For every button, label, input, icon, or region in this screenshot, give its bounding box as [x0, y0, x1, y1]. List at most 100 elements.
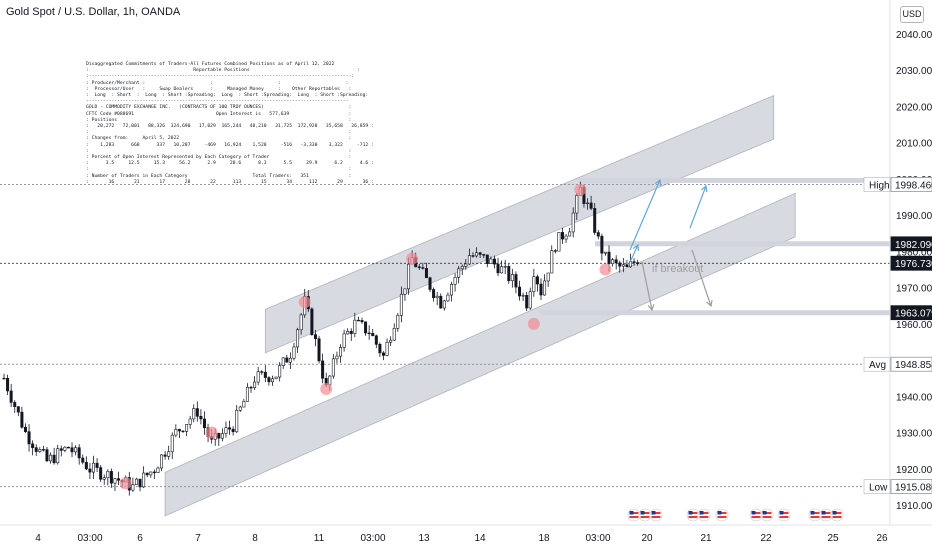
event-flag-icon[interactable]: [649, 508, 663, 522]
event-flag-icon[interactable]: [830, 508, 844, 522]
candle-body: [31, 443, 35, 448]
event-flag-stripe: [810, 516, 820, 518]
candle-body: [92, 462, 96, 473]
event-flag-icon[interactable]: [808, 508, 822, 522]
event-flag-canton: [699, 511, 704, 515]
candle-body: [59, 448, 63, 451]
candle-body: [81, 457, 85, 463]
event-flag-bg: [697, 508, 711, 522]
candle-body: [288, 357, 292, 363]
price-tag-value: 1963.079: [895, 309, 932, 320]
event-flag-canton: [751, 511, 756, 515]
event-flag-stripe: [699, 512, 709, 514]
candle-body: [149, 471, 153, 476]
candle-body: [88, 468, 92, 473]
candle-body: [270, 378, 274, 383]
event-flag-icon[interactable]: [627, 508, 641, 522]
event-flag-stripe: [629, 512, 639, 514]
candle-body: [181, 430, 185, 433]
event-flag-icon[interactable]: [686, 508, 700, 522]
arrow-up-small-head: [632, 243, 639, 252]
candle-body: [496, 263, 500, 274]
event-flag-stripe: [762, 516, 772, 518]
event-flag-stripe: [699, 516, 709, 518]
event-flag-icon[interactable]: [819, 508, 833, 522]
event-flag-icon[interactable]: [777, 508, 791, 522]
event-flag-icon[interactable]: [760, 508, 774, 522]
price-axis[interactable]: 1910.0001920.0001930.0001940.0001950.000…: [863, 0, 932, 525]
candle-body: [34, 447, 38, 452]
y-tick-label: 2030.000: [896, 66, 932, 77]
candle-body: [145, 472, 149, 476]
candle-body: [600, 235, 604, 254]
y-tick-label: 1920.000: [896, 465, 932, 476]
candle-body: [385, 342, 389, 356]
currency-button[interactable]: USD: [900, 6, 924, 23]
event-flag-stripe: [779, 512, 789, 514]
candle-body: [349, 331, 353, 334]
candle-body: [228, 427, 232, 430]
candle-body: [346, 331, 350, 335]
candle-body: [38, 449, 42, 452]
x-tick-label: 8: [252, 533, 258, 544]
y-tick-label: 2010.000: [896, 139, 932, 150]
event-flag-icon[interactable]: [749, 508, 763, 522]
price-tag-value: 1982.090: [895, 240, 932, 251]
symbol-title: Gold Spot / U.S. Dollar, 1h, OANDA: [6, 6, 181, 18]
price-tag-value: 1998.460: [895, 181, 932, 192]
arrow-up-main: [629, 179, 661, 251]
event-flag-stripe: [832, 512, 842, 514]
candle-body: [457, 268, 461, 278]
candle-body: [500, 266, 504, 274]
candle-body: [77, 447, 81, 459]
candle-body: [621, 264, 625, 267]
economic-events[interactable]: [627, 508, 844, 522]
candle-body: [399, 293, 403, 316]
candle-body: [23, 427, 27, 432]
candle-body: [2, 377, 6, 380]
event-flag-icon[interactable]: [715, 508, 729, 522]
x-tick-label: 03:00: [585, 533, 610, 544]
candle-body: [432, 289, 436, 298]
event-flag-canton: [640, 511, 645, 515]
candle-body: [632, 261, 636, 263]
event-flag-stripe: [640, 516, 650, 518]
candle-body: [550, 250, 554, 274]
event-flag-icon[interactable]: [697, 508, 711, 522]
candle-body: [428, 277, 432, 290]
event-flag-stripe: [751, 516, 761, 518]
candle-body: [625, 264, 629, 268]
cot-line: ----------------------------------------…: [86, 99, 349, 105]
price-tag-current: 1976.730: [890, 255, 932, 271]
x-tick-label: 4: [35, 533, 41, 544]
breakout-note: if breakout: [652, 263, 703, 275]
x-tick-label: 11: [314, 533, 325, 544]
cot-line: : 3.5 12.5 15.3 56.2 2.9 28.6 8.3 5.5 29…: [86, 161, 374, 167]
candle-body: [442, 300, 446, 309]
event-flag-stripe: [640, 512, 650, 514]
x-tick-label: 03:00: [77, 533, 102, 544]
candle-body: [27, 431, 31, 445]
touch-marker: [320, 383, 333, 396]
candle-body: [134, 478, 138, 485]
candle-body: [618, 262, 622, 267]
time-axis[interactable]: 4 03:00 6 7 8 11 03:00 13 14 18 03:00 20 21 22 25 26: [0, 524, 932, 544]
candle-body: [611, 259, 615, 265]
cot-line: : Positions :: [86, 117, 352, 123]
event-flag-bg: [777, 508, 791, 522]
candle-body: [371, 333, 375, 337]
x-tick-label: 13: [418, 533, 430, 544]
event-flag-canton: [688, 511, 693, 515]
x-tick-label: 21: [700, 533, 712, 544]
candle-body: [317, 338, 321, 362]
candle-body: [514, 274, 518, 288]
event-flag-icon[interactable]: [638, 508, 652, 522]
candle-body: [439, 295, 443, 309]
candle-body: [74, 447, 78, 453]
candle-body: [260, 371, 264, 373]
candle-body: [475, 252, 479, 257]
candle-body: [263, 371, 267, 378]
event-flag-canton: [832, 511, 837, 515]
price-tag-box: [890, 479, 932, 494]
